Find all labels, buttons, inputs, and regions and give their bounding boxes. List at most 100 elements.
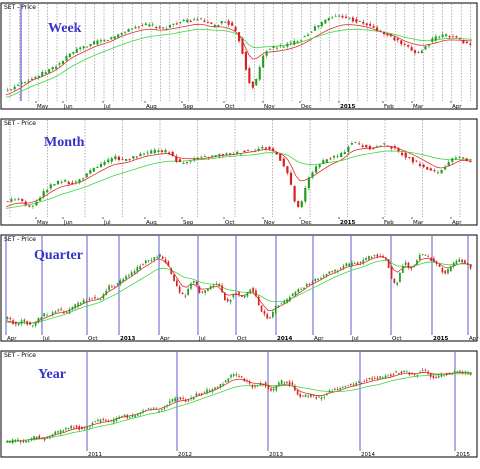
candle-down	[461, 372, 464, 374]
candle-up	[41, 71, 44, 77]
candle-down	[341, 15, 344, 18]
candle-up	[337, 270, 339, 272]
candle-down	[452, 36, 455, 38]
candle-up	[291, 293, 294, 296]
candle-up	[279, 45, 282, 46]
candle-down	[195, 281, 198, 285]
candle-up	[214, 155, 217, 156]
candle-up	[307, 177, 310, 188]
candle-down	[308, 284, 311, 286]
candle-down	[410, 267, 413, 269]
candle-up	[65, 56, 68, 61]
candle-down	[288, 381, 291, 385]
candle-up	[368, 377, 371, 380]
candle-up	[206, 389, 208, 394]
candle-up	[51, 312, 54, 315]
candle-down	[461, 259, 463, 262]
candle-up	[338, 15, 341, 17]
candle-down	[414, 50, 417, 53]
candle-up	[229, 299, 232, 303]
candle-down	[393, 146, 397, 148]
candle-down	[311, 282, 314, 283]
candle-down	[198, 393, 200, 395]
candle-up	[239, 153, 242, 155]
candle-down	[240, 376, 243, 378]
candle-down	[339, 268, 342, 270]
candle-down	[404, 152, 407, 158]
candle-up	[211, 155, 214, 157]
x-tick-label: Feb	[384, 104, 394, 110]
candle-up	[467, 373, 469, 374]
candle-up	[190, 283, 192, 289]
candle-up	[148, 24, 151, 27]
candle-down	[393, 278, 396, 283]
candle-down	[86, 46, 89, 48]
candle-down	[179, 397, 182, 400]
week-x-ticks: May Jun Jul Aug Sep Oct Nov Dec 2015 Feb Mar Apr	[35, 101, 462, 110]
candle-down	[198, 286, 201, 293]
candle-up	[286, 299, 288, 304]
candle-up	[103, 39, 106, 42]
candle-up	[27, 81, 30, 82]
candle-up	[236, 151, 239, 154]
candle-down	[38, 435, 41, 439]
candle-up	[272, 46, 275, 48]
candle-up	[347, 146, 350, 152]
candle-up	[307, 395, 309, 397]
candle-down	[241, 39, 244, 54]
candle-down	[438, 264, 441, 267]
candle-up	[6, 441, 9, 443]
x-tick-label: Dec	[301, 220, 312, 226]
candle-down	[227, 20, 230, 25]
candle-up	[43, 313, 45, 317]
candle-up	[60, 182, 63, 183]
candle-down	[60, 309, 62, 311]
candle-up	[404, 262, 407, 265]
x-tick-label: Nov	[264, 220, 275, 226]
candle-up	[102, 294, 105, 299]
candle-down	[241, 295, 243, 297]
candle-up	[211, 389, 214, 392]
candle-down	[248, 382, 251, 384]
candle-up	[99, 40, 102, 42]
candle-up	[217, 25, 220, 27]
candle-up	[193, 19, 196, 20]
candle-up	[46, 190, 49, 193]
candle-up	[350, 143, 353, 145]
candle-up	[280, 380, 283, 384]
candle-up	[117, 34, 120, 38]
month-panel-frame	[0, 118, 478, 226]
candle-down	[234, 26, 237, 31]
week-panel: SET - Price Week May Jun Jul Aug Sep Oct Nov De…	[0, 2, 478, 110]
candle-up	[68, 309, 71, 314]
candle-down	[418, 163, 422, 166]
candle-down	[30, 78, 33, 80]
candle-up	[331, 17, 334, 19]
quarter-x-ticks: Apr Jul Oct 2013 Apr Jul Oct 2014 Apr Jul Oct 2015 A…	[5, 333, 479, 342]
candle-down	[379, 30, 382, 32]
candle-down	[244, 51, 247, 70]
candle-down	[462, 157, 465, 159]
candle-up	[99, 164, 103, 168]
candle-up	[434, 36, 437, 41]
slow-moving-average	[5, 373, 472, 442]
candle-up	[454, 157, 457, 159]
candle-up	[340, 153, 343, 157]
x-tick-label: Apr	[452, 104, 462, 110]
candle-up	[93, 41, 96, 45]
candle-up	[134, 415, 136, 417]
candle-down	[266, 314, 269, 319]
candle-down	[441, 268, 444, 273]
year-period-label: Year	[38, 367, 66, 382]
candle-up	[25, 440, 27, 443]
candle-up	[225, 153, 228, 155]
week-candles	[6, 13, 472, 92]
candle-up	[27, 440, 30, 442]
candle-down	[433, 170, 436, 172]
candle-down	[372, 148, 375, 150]
candle-up	[455, 260, 458, 264]
candle-down	[15, 322, 17, 325]
candle-down	[26, 321, 28, 325]
candle-up	[121, 416, 123, 417]
candle-up	[379, 145, 382, 147]
